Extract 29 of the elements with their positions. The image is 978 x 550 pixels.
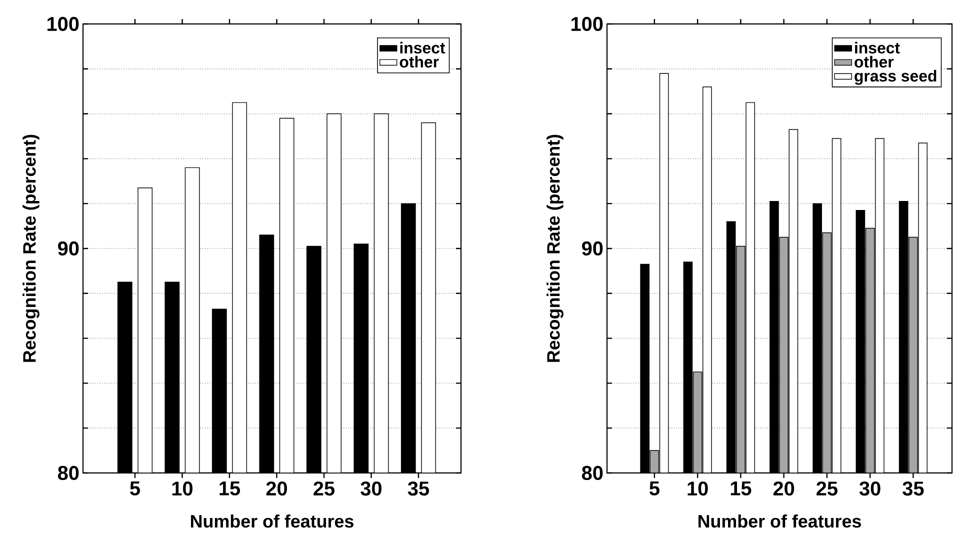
y-tick-label: 100 xyxy=(571,16,603,32)
x-tick-label: 15 xyxy=(220,482,240,496)
x-tick-label: 35 xyxy=(902,482,924,496)
x-tick-label: 5 xyxy=(650,482,660,496)
x-tick-label: 10 xyxy=(172,482,192,496)
x-tick-label: 5 xyxy=(130,482,140,496)
y-axis-title: Recognition Rate (percent) xyxy=(22,134,40,362)
y-axis-title: Recognition Rate (percent) xyxy=(546,134,564,362)
y-tick-label: 80 xyxy=(582,466,603,480)
x-tick-label: 15 xyxy=(730,482,752,496)
x-tick-label: 10 xyxy=(688,482,708,496)
x-axis-title: Number of features xyxy=(191,514,354,528)
x-tick-label: 30 xyxy=(360,482,382,496)
y-tick-label: 90 xyxy=(582,241,603,256)
legend-label: other xyxy=(854,56,894,68)
y-tick-label: 90 xyxy=(58,241,79,256)
legend-label: other xyxy=(400,56,439,68)
x-tick-label: 20 xyxy=(773,482,794,496)
legend-label: insect xyxy=(855,42,900,54)
x-tick-label: 35 xyxy=(408,482,430,496)
x-tick-label: 25 xyxy=(816,482,838,496)
legend-label: insect xyxy=(400,42,446,54)
legend-label: grass seed xyxy=(854,70,936,85)
x-tick-label: 25 xyxy=(314,482,335,496)
x-tick-label: 30 xyxy=(859,482,880,496)
x-axis-title: Number of features xyxy=(698,514,861,528)
y-tick-label: 80 xyxy=(58,466,79,480)
y-tick-label: 100 xyxy=(47,16,79,32)
x-tick-label: 20 xyxy=(266,482,287,496)
